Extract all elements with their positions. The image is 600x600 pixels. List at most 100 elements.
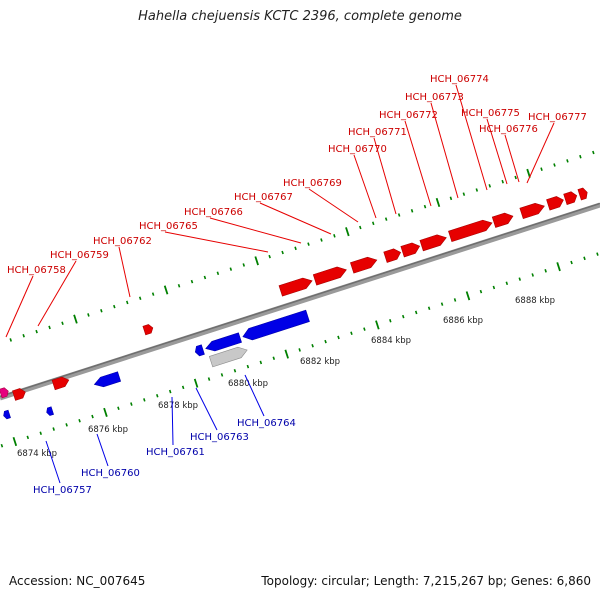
upper-tick-mark xyxy=(163,285,169,295)
upper-tick-mark xyxy=(384,217,388,221)
lower-tick-mark xyxy=(583,256,586,261)
forward-gene-label: HCH_06777 xyxy=(528,112,587,123)
upper-tick-mark xyxy=(345,227,350,237)
upper-tick-mark xyxy=(61,321,64,326)
forward-gene-label: HCH_06775 xyxy=(461,108,520,119)
forward-leader-line xyxy=(526,122,555,184)
lower-tick-mark xyxy=(311,343,314,348)
lower-tick-mark xyxy=(168,389,172,394)
scale-label: 6880 kbp xyxy=(228,379,268,389)
upper-tick-mark xyxy=(566,159,569,163)
upper-tick-mark xyxy=(138,296,142,301)
scale-label: 6876 kbp xyxy=(88,425,128,435)
forward-gene-arrow xyxy=(350,256,378,274)
lower-tick-mark xyxy=(181,385,185,390)
upper-tick-mark xyxy=(371,221,375,226)
reverse-gene-arrow xyxy=(46,406,54,416)
lower-tick-mark xyxy=(233,368,237,373)
upper-tick-mark xyxy=(501,179,504,184)
forward-gene-label: HCH_06776 xyxy=(479,124,538,135)
forward-leader-line xyxy=(209,217,302,244)
upper-tick-mark xyxy=(281,250,284,255)
lower-tick-mark xyxy=(207,377,211,381)
reverse-gene-label: HCH_06761 xyxy=(146,447,205,458)
reverse-leader-line xyxy=(244,374,265,417)
forward-gene-arrow xyxy=(400,242,421,258)
lower-tick-mark xyxy=(556,262,561,272)
reverse-leader-line xyxy=(45,440,61,484)
map-title: Hahella chejuensis KCTC 2396, complete g… xyxy=(138,9,462,24)
forward-gene-arrow xyxy=(563,191,578,205)
reverse-leader-line xyxy=(171,396,174,446)
lower-tick-mark xyxy=(298,348,301,352)
lower-tick-mark xyxy=(26,435,30,440)
reverse-leader-line xyxy=(96,433,109,467)
upper-tick-mark xyxy=(397,213,401,217)
lower-tick-mark xyxy=(465,291,471,301)
forward-gene-arrow xyxy=(519,202,545,220)
reverse-gene-arrow xyxy=(205,332,242,352)
forward-gene-label: HCH_06770 xyxy=(328,144,387,155)
pseudo-gene-block xyxy=(208,346,248,368)
forward-gene-arrow xyxy=(142,324,154,336)
upper-tick-mark xyxy=(410,209,414,213)
forward-gene-label: HCH_06767 xyxy=(234,192,293,203)
forward-gene-label: HCH_06774 xyxy=(430,74,489,85)
backbone-edge xyxy=(0,202,600,398)
upper-tick-mark xyxy=(359,225,362,230)
upper-tick-mark xyxy=(333,234,336,238)
topology-text: Topology: circular; Length: 7,215,267 bp… xyxy=(261,574,591,588)
upper-tick-mark xyxy=(553,163,556,167)
forward-leader-line xyxy=(373,137,397,215)
lower-tick-mark xyxy=(531,273,534,277)
forward-gene-label: HCH_06758 xyxy=(7,265,66,276)
upper-tick-mark xyxy=(35,329,38,334)
lower-tick-mark xyxy=(130,402,133,406)
lower-tick-mark xyxy=(427,306,431,311)
reverse-gene-label: HCH_06763 xyxy=(190,432,249,443)
rna-gene-arrow xyxy=(0,387,9,399)
upper-tick-mark xyxy=(216,271,220,276)
upper-tick-mark xyxy=(579,154,582,159)
upper-tick-mark xyxy=(320,238,323,242)
lower-tick-mark xyxy=(570,260,573,265)
lower-tick-mark xyxy=(220,373,224,377)
lower-tick-mark xyxy=(596,252,599,256)
accession-text: Accession: NC_007645 xyxy=(9,574,146,588)
reverse-gene-arrow xyxy=(194,344,205,357)
forward-leader-line xyxy=(404,120,432,207)
forward-gene-arrow xyxy=(491,212,514,228)
scale-label: 6884 kbp xyxy=(371,336,411,346)
forward-leader-line xyxy=(486,118,508,185)
forward-leader-line xyxy=(504,134,520,183)
lower-tick-mark xyxy=(453,298,457,302)
forward-leader-line xyxy=(455,84,488,191)
forward-leader-line xyxy=(164,231,269,253)
upper-tick-mark xyxy=(592,150,595,155)
lower-tick-mark xyxy=(363,327,366,331)
reverse-gene-label: HCH_06764 xyxy=(237,418,296,429)
reverse-gene-arrow xyxy=(3,409,11,420)
scale-label: 6888 kbp xyxy=(515,296,555,306)
upper-tick-mark xyxy=(423,204,427,209)
upper-tick-mark xyxy=(462,192,466,196)
lower-tick-mark xyxy=(78,418,81,423)
forward-gene-label: HCH_06771 xyxy=(348,127,407,138)
lower-tick-mark xyxy=(284,349,289,359)
forward-leader-line xyxy=(37,260,77,327)
reverse-leader-line xyxy=(195,387,218,431)
lower-tick-mark xyxy=(117,406,120,410)
lower-tick-mark xyxy=(440,302,444,306)
upper-tick-mark xyxy=(48,325,51,330)
forward-leader-line xyxy=(5,275,34,338)
upper-tick-mark xyxy=(514,175,517,180)
forward-leader-line xyxy=(118,246,131,298)
reverse-gene-arrow xyxy=(242,309,310,341)
forward-leader-line xyxy=(308,188,359,223)
lower-tick-mark xyxy=(389,319,392,323)
upper-tick-mark xyxy=(540,167,543,171)
upper-tick-mark xyxy=(151,292,155,296)
forward-gene-label: HCH_06766 xyxy=(184,207,243,218)
forward-gene-arrow xyxy=(12,388,26,401)
